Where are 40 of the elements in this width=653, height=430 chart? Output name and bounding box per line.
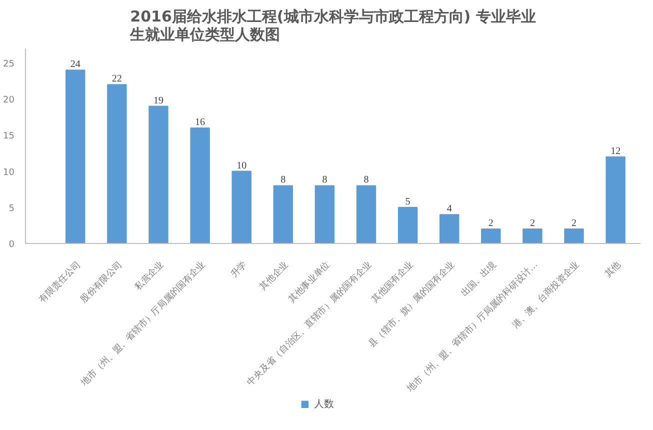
data-label: 2 [530, 218, 535, 230]
bar [66, 70, 86, 244]
bar [314, 185, 335, 244]
data-label: 22 [112, 74, 122, 85]
bar [232, 170, 252, 244]
x-tick-label: 其他 [602, 259, 624, 280]
data-label: 24 [70, 59, 80, 70]
y-tick-label: 25 [3, 59, 14, 70]
data-label: 12 [610, 146, 621, 157]
bar [440, 214, 460, 244]
data-label: 10 [236, 160, 247, 172]
y-tick-label: 15 [3, 132, 14, 142]
y-tick-label: 5 [8, 204, 15, 214]
chart-title: 2016届给水排水工程(城市水科学与市政工程方向) 专业毕业生就业单位类型人数图 [129, 8, 536, 44]
data-label: 2 [488, 218, 494, 230]
y-tick-label: 10 [3, 168, 15, 178]
bar [481, 228, 501, 244]
bar [273, 185, 293, 244]
data-label: 8 [322, 174, 328, 186]
data-label: 5 [405, 196, 410, 208]
data-label: 19 [153, 95, 164, 106]
bar [564, 228, 584, 244]
bar [606, 156, 626, 244]
data-label: 8 [280, 174, 286, 186]
x-tick-label: 其他企业 [257, 259, 291, 292]
y-tick-label: 0 [8, 240, 15, 250]
y-tick-label: 20 [3, 96, 15, 106]
data-label: 2 [572, 218, 577, 230]
data-label: 8 [364, 174, 369, 186]
x-tick-label: 升学 [228, 259, 250, 280]
bar [356, 185, 376, 244]
data-label: 16 [195, 116, 206, 128]
bar [522, 228, 542, 244]
bar [148, 106, 168, 244]
bar [107, 84, 127, 244]
bar [398, 206, 418, 244]
bar [190, 127, 210, 244]
x-tick-label: 私营企业 [132, 259, 166, 292]
legend-label: 人数 [314, 398, 334, 411]
data-label: 4 [446, 204, 452, 215]
